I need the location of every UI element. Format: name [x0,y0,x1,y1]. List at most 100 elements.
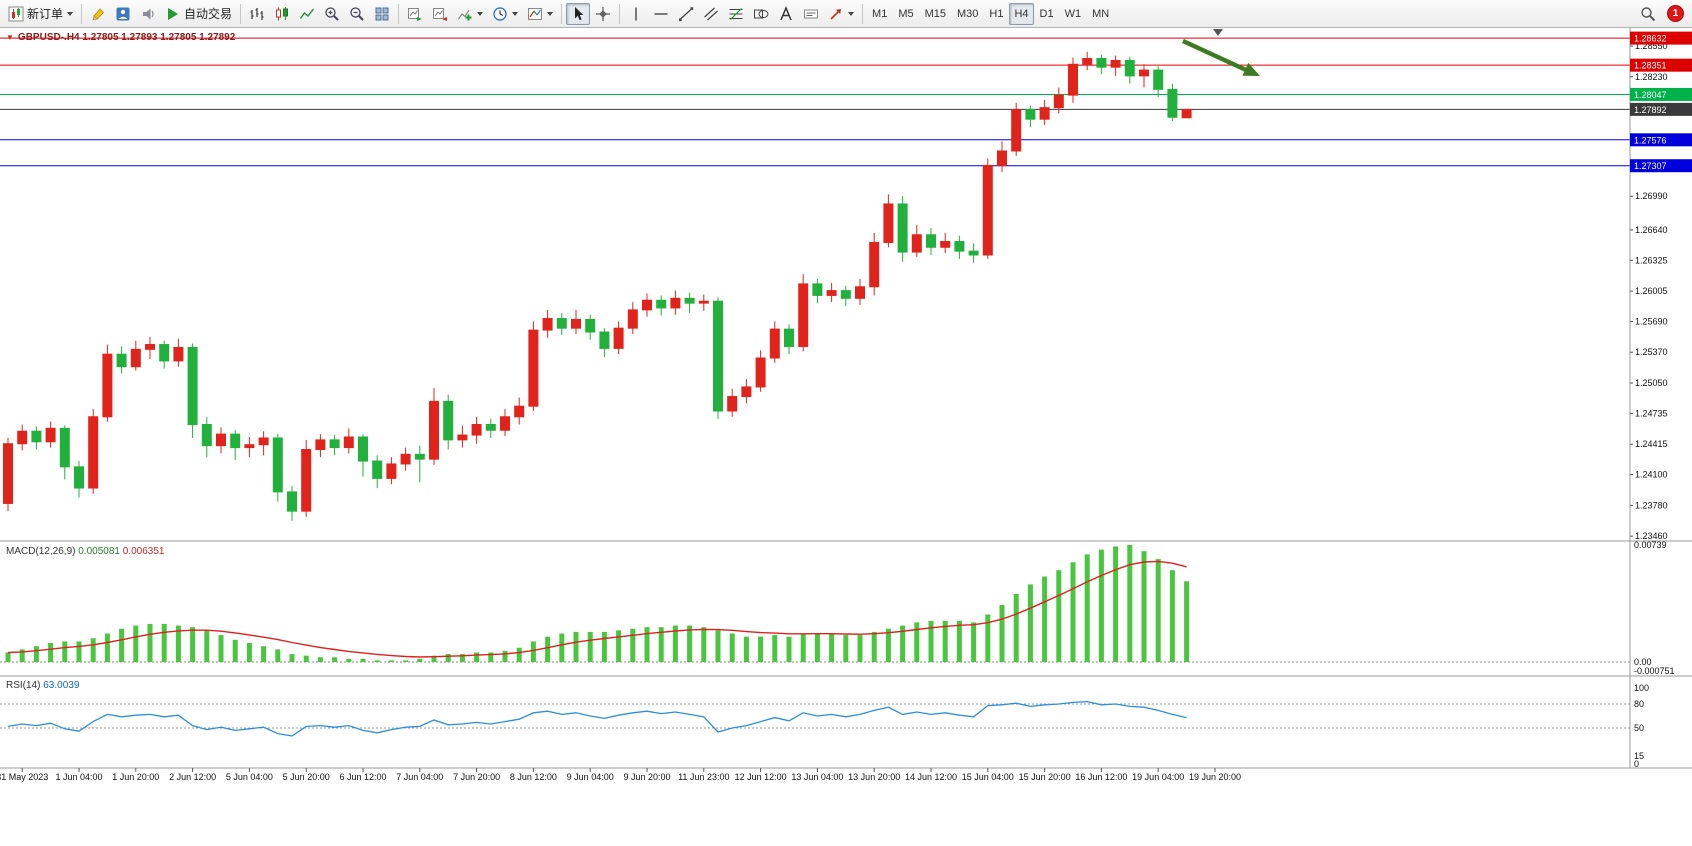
arrow-shaft [1182,38,1247,73]
macd-histogram-bar [403,660,409,662]
price-axis: 1.28550 1.28230 1.26990 1.26640 1.26325 1.260… [1630,31,1692,541]
macd-histogram-bar [687,625,693,662]
candle-body [429,400,439,460]
price-level-badge-text: 1.27892 [1634,105,1667,115]
auto-trading-label: 自动交易 [184,7,233,21]
timeframe-button-d1[interactable]: D1 [1039,7,1054,20]
candle-body [1068,63,1078,96]
price-level-badge [1630,102,1692,116]
macd-histogram-bar [829,633,835,662]
text-button[interactable] [774,3,798,25]
auto-trading-button[interactable]: 自动交易 [161,3,236,25]
candle-body [1124,59,1135,77]
rsi-line [7,700,1187,737]
candle-body [968,250,979,256]
new-order-button[interactable]: 新订单 [4,3,77,25]
timeframe-button-m30[interactable]: M30 [957,7,979,20]
candlestick-chart-icon [274,6,290,22]
chart-shift-button[interactable] [428,3,452,25]
clock-icon [492,6,508,22]
arrows-button[interactable] [824,3,858,25]
timeframe-group: M1 M5 M15 M30 H1 H4 D1 W1 MN [867,2,1114,25]
zoom-in-button[interactable] [320,3,344,25]
candle-body [272,437,283,493]
timeframe-button-mn[interactable]: MN [1092,7,1110,20]
candle-body [343,436,354,449]
styler-button[interactable] [86,3,110,25]
horizontal-line-button[interactable] [649,3,673,25]
timeframe-button-h4[interactable]: H4 [1009,2,1034,25]
trendline-icon [678,6,694,22]
candle-body [542,318,553,331]
macd-signal-line [7,560,1187,658]
price-tick-label: 1.24100 [1635,470,1668,480]
search-button[interactable] [1636,3,1660,25]
shapes-button[interactable] [749,3,773,25]
macd-histogram-bar [672,625,678,662]
candle-body [485,423,496,431]
tile-windows-button[interactable] [370,3,394,25]
rsi-axis-label: 80 [1634,699,1644,709]
trendline-button[interactable] [674,3,698,25]
macd-histogram-bar [999,605,1005,662]
level-lines [0,37,1630,167]
timeframe-button-m1[interactable]: M1 [872,7,888,20]
timeframe-button-w1[interactable]: W1 [1064,7,1082,20]
price-chart-svg[interactable]: 0.007390.00-0.00075110080501501.285501.2… [0,28,1692,846]
candle-body [826,290,837,296]
macd-histogram-bar [1184,581,1190,662]
zoom-out-button[interactable] [345,3,369,25]
timeframe-button-m5[interactable]: M5 [898,7,914,20]
fibonacci-button[interactable] [724,3,748,25]
candle-body [244,444,255,449]
macd-histogram-bar [275,649,281,662]
bar-chart-button[interactable] [245,3,269,25]
chart-shift-icon [432,6,448,22]
macd-histogram-bar [644,627,650,662]
toolbar-separator [561,3,563,24]
candle-body [386,463,397,479]
macd-histogram-bar [1127,544,1133,662]
chart-window: 0.00739 0.00 -0.000751 100 80 50 15 0 1.28550 1.2… [0,28,1692,846]
time-tick-label: 31 May 2023 [0,772,48,782]
auto-scroll-button[interactable] [403,3,427,25]
periods-button[interactable] [488,3,522,25]
price-tick-label: 1.25370 [1635,347,1668,357]
candlestick-chart-button[interactable] [270,3,294,25]
vertical-line-icon [628,6,644,22]
candle-body [159,344,170,362]
candle-body [670,297,681,309]
price-level-badge-text: 1.28351 [1634,61,1667,71]
macd-panel: 0.00739 0.00-0.000751 [0,540,1675,676]
macd-histogram-bar [1027,584,1033,662]
macd-histogram-bar [1113,546,1119,662]
profiles-button[interactable] [111,3,135,25]
macd-axis-label: 0.00 [1634,657,1652,667]
channel-button[interactable] [699,3,723,25]
timeframe-button-m15[interactable]: M15 [924,7,946,20]
macd-histogram-bar [388,660,394,662]
templates-button[interactable] [523,3,557,25]
trend-arrow-annotation[interactable] [1182,38,1260,76]
candle-body [1181,108,1192,119]
price-level-badge [1630,159,1692,173]
alerts-button[interactable] [136,3,160,25]
notification-badge[interactable]: 1 [1667,5,1684,22]
price-level-badge [1630,58,1692,72]
macd-histogram-bar [1141,551,1147,662]
candle-body [45,427,56,443]
vertical-line-button[interactable] [624,3,648,25]
candle-body [258,437,269,446]
line-chart-button[interactable] [295,3,319,25]
price-tick-label: 1.25050 [1635,378,1668,388]
indicators-button[interactable] [453,3,487,25]
horizontal-line-icon [653,6,669,22]
timeframe-button-h1[interactable]: H1 [989,7,1004,20]
price-tick-label: 1.26005 [1635,286,1668,296]
candle-body [798,283,809,347]
crosshair-button[interactable] [591,3,615,25]
candle-body [982,164,993,256]
time-tick-label: 16 Jun 12:00 [1075,772,1127,782]
text-label-button[interactable] [799,3,823,25]
cursor-button[interactable] [566,2,591,25]
